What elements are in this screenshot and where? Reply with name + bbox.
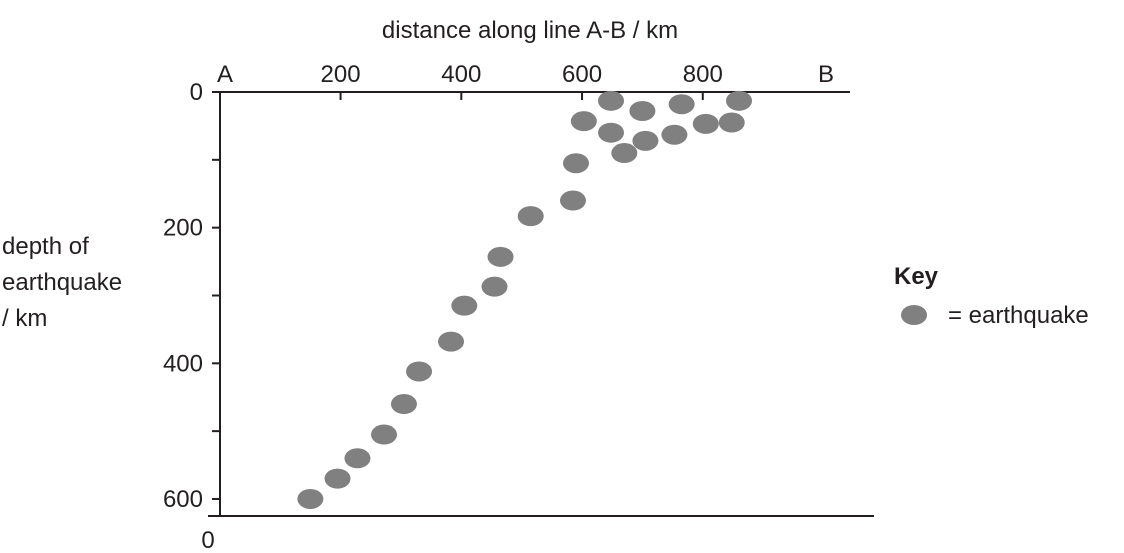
earthquake-point-9 xyxy=(481,276,508,297)
legend-marker xyxy=(901,305,927,325)
earthquake-point-1 xyxy=(297,488,324,509)
earthquake-point-17 xyxy=(611,143,638,164)
x-axis-title: distance along line A-B / km xyxy=(382,17,678,44)
earthquake-point-4 xyxy=(371,424,398,445)
earthquake-point-5 xyxy=(390,394,417,415)
earthquake-point-7 xyxy=(438,331,465,352)
x-label-B: B xyxy=(818,61,834,88)
earthquake-point-16 xyxy=(598,122,625,143)
y-axis-title-line2: earthquake xyxy=(2,269,122,296)
x-tick-label-600: 600 xyxy=(562,61,602,88)
earthquake-point-3 xyxy=(344,448,371,469)
earthquake-point-22 xyxy=(692,113,719,134)
earthquake-point-13 xyxy=(562,153,589,174)
x-tick-label-800: 800 xyxy=(683,61,723,88)
earthquake-point-14 xyxy=(570,111,597,132)
earthquake-point-24 xyxy=(725,90,752,111)
y-tick-label-0: 0 xyxy=(190,79,203,106)
earthquake-point-19 xyxy=(632,130,659,151)
x-ticks: 200 400 600 800 xyxy=(321,61,723,100)
earthquake-point-8 xyxy=(451,295,478,316)
y-tick-label-400: 400 xyxy=(163,350,203,377)
earthquake-point-10 xyxy=(487,246,514,267)
earthquake-point-23 xyxy=(718,112,745,133)
earthquake-points xyxy=(297,90,752,509)
earthquake-point-6 xyxy=(406,361,433,382)
earthquake-point-20 xyxy=(661,124,688,145)
earthquake-point-18 xyxy=(629,100,656,121)
y-axis-title-line1: depth of xyxy=(2,233,89,260)
legend-entry: = earthquake xyxy=(948,302,1089,329)
y-tick-label-200: 200 xyxy=(163,215,203,242)
legend: Key = earthquake xyxy=(894,263,1089,329)
x-tick-label-400: 400 xyxy=(441,61,481,88)
earthquake-point-15 xyxy=(598,90,625,111)
y-ticks: 0 200 400 600 xyxy=(163,79,220,513)
earthquake-point-11 xyxy=(517,206,544,227)
legend-title: Key xyxy=(894,263,939,290)
bottom-origin-label: 0 xyxy=(201,527,214,553)
earthquake-point-2 xyxy=(324,468,351,489)
earthquake-point-12 xyxy=(559,190,586,211)
x-label-A: A xyxy=(217,61,233,88)
y-axis-title-line3: / km xyxy=(2,305,47,332)
x-tick-label-200: 200 xyxy=(321,61,361,88)
y-tick-label-600: 600 xyxy=(163,486,203,513)
earthquake-point-21 xyxy=(668,94,695,115)
